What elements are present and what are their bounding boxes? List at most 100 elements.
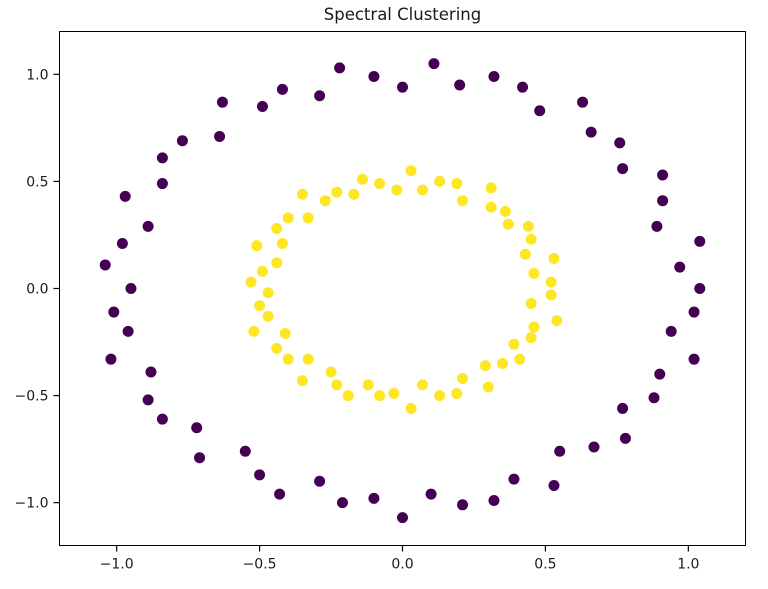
- data-point-cluster-inner-ring: [331, 186, 343, 198]
- data-point-cluster-outer-ring: [457, 499, 469, 511]
- data-point-cluster-inner-ring: [262, 310, 274, 322]
- data-point-cluster-inner-ring: [417, 379, 429, 391]
- data-point-cluster-outer-ring: [142, 220, 154, 232]
- data-point-cluster-inner-ring: [434, 390, 446, 402]
- data-point-cluster-inner-ring: [256, 265, 268, 277]
- data-point-cluster-outer-ring: [156, 178, 168, 190]
- data-point-cluster-inner-ring: [551, 315, 563, 327]
- data-point-cluster-inner-ring: [251, 240, 263, 252]
- data-point-cluster-inner-ring: [302, 212, 314, 224]
- data-point-cluster-inner-ring: [254, 300, 266, 312]
- data-point-cluster-inner-ring: [514, 353, 526, 365]
- data-point-cluster-outer-ring: [142, 394, 154, 406]
- data-point-cluster-outer-ring: [617, 163, 629, 175]
- data-point-cluster-outer-ring: [194, 452, 206, 464]
- x-tick-label: 0.5: [534, 557, 556, 573]
- data-point-cluster-inner-ring: [528, 268, 540, 280]
- data-point-cluster-outer-ring: [156, 152, 168, 164]
- data-point-cluster-outer-ring: [651, 220, 663, 232]
- data-point-cluster-inner-ring: [519, 248, 531, 260]
- axes-box: [59, 31, 746, 546]
- data-point-cluster-inner-ring: [282, 353, 294, 365]
- data-point-cluster-inner-ring: [296, 375, 308, 387]
- data-point-cluster-outer-ring: [577, 96, 589, 108]
- y-tick-label: 0.0: [26, 282, 48, 298]
- chart-title: Spectral Clustering: [323, 5, 482, 24]
- data-point-cluster-outer-ring: [108, 306, 120, 318]
- data-point-cluster-outer-ring: [214, 130, 226, 142]
- data-point-cluster-inner-ring: [296, 188, 308, 200]
- data-point-cluster-outer-ring: [239, 445, 251, 457]
- data-point-cluster-inner-ring: [391, 184, 403, 196]
- data-point-cluster-inner-ring: [279, 327, 291, 339]
- data-point-cluster-outer-ring: [428, 58, 440, 70]
- data-point-cluster-outer-ring: [534, 105, 546, 117]
- data-point-cluster-outer-ring: [619, 432, 631, 444]
- data-point-cluster-outer-ring: [508, 473, 520, 485]
- data-point-cluster-outer-ring: [488, 495, 500, 507]
- data-point-cluster-outer-ring: [425, 488, 437, 500]
- data-point-cluster-inner-ring: [497, 357, 509, 369]
- data-point-cluster-outer-ring: [694, 235, 706, 247]
- data-point-cluster-inner-ring: [451, 178, 463, 190]
- data-point-cluster-outer-ring: [614, 137, 626, 149]
- data-point-cluster-outer-ring: [191, 422, 203, 434]
- data-point-cluster-inner-ring: [245, 276, 257, 288]
- data-point-cluster-inner-ring: [319, 195, 331, 207]
- data-point-cluster-inner-ring: [302, 353, 314, 365]
- data-point-cluster-inner-ring: [522, 220, 534, 232]
- data-point-cluster-outer-ring: [156, 413, 168, 425]
- data-point-cluster-outer-ring: [99, 259, 111, 271]
- data-point-cluster-outer-ring: [648, 392, 660, 404]
- data-point-cluster-outer-ring: [368, 70, 380, 82]
- data-point-cluster-outer-ring: [654, 368, 666, 380]
- data-point-cluster-inner-ring: [434, 175, 446, 187]
- y-tick-label: 0.5: [26, 174, 48, 190]
- data-point-cluster-outer-ring: [119, 190, 131, 202]
- data-point-cluster-outer-ring: [585, 126, 597, 138]
- data-point-cluster-outer-ring: [488, 70, 500, 82]
- data-point-cluster-inner-ring: [525, 233, 537, 245]
- data-point-cluster-inner-ring: [479, 360, 491, 372]
- data-point-cluster-outer-ring: [145, 366, 157, 378]
- data-point-cluster-inner-ring: [276, 238, 288, 250]
- data-point-cluster-inner-ring: [282, 212, 294, 224]
- data-point-cluster-outer-ring: [688, 306, 700, 318]
- data-point-cluster-outer-ring: [116, 238, 128, 250]
- data-point-cluster-outer-ring: [122, 325, 134, 337]
- data-point-cluster-outer-ring: [694, 283, 706, 294]
- x-tick-label: −0.5: [243, 557, 277, 573]
- data-point-cluster-outer-ring: [256, 100, 268, 112]
- x-tick-label: −1.0: [100, 557, 134, 573]
- data-point-cluster-inner-ring: [485, 182, 497, 194]
- data-point-cluster-outer-ring: [314, 475, 326, 487]
- data-point-cluster-inner-ring: [271, 257, 283, 269]
- data-point-cluster-outer-ring: [334, 62, 346, 74]
- data-point-cluster-outer-ring: [254, 469, 266, 481]
- data-point-cluster-inner-ring: [262, 287, 274, 299]
- data-point-cluster-inner-ring: [331, 379, 343, 391]
- data-point-cluster-outer-ring: [665, 325, 677, 337]
- data-point-cluster-outer-ring: [368, 492, 380, 504]
- data-point-cluster-outer-ring: [314, 90, 326, 102]
- data-point-cluster-inner-ring: [271, 342, 283, 354]
- data-point-cluster-inner-ring: [388, 387, 400, 399]
- data-point-cluster-outer-ring: [336, 497, 348, 509]
- data-point-cluster-outer-ring: [688, 353, 700, 365]
- x-tick-label: 0.0: [391, 557, 413, 573]
- data-point-cluster-inner-ring: [356, 173, 368, 185]
- y-tick-label: −0.5: [15, 389, 49, 405]
- data-point-cluster-inner-ring: [342, 390, 354, 402]
- data-point-cluster-outer-ring: [274, 488, 286, 500]
- data-point-cluster-inner-ring: [374, 390, 386, 402]
- data-point-cluster-outer-ring: [617, 402, 629, 414]
- data-point-cluster-inner-ring: [502, 218, 514, 230]
- data-point-cluster-outer-ring: [657, 195, 669, 207]
- data-point-cluster-outer-ring: [397, 81, 408, 93]
- data-point-cluster-inner-ring: [545, 276, 557, 288]
- data-point-cluster-inner-ring: [525, 297, 537, 309]
- data-point-cluster-outer-ring: [517, 81, 529, 93]
- data-point-cluster-inner-ring: [528, 321, 540, 333]
- data-point-cluster-outer-ring: [554, 445, 566, 457]
